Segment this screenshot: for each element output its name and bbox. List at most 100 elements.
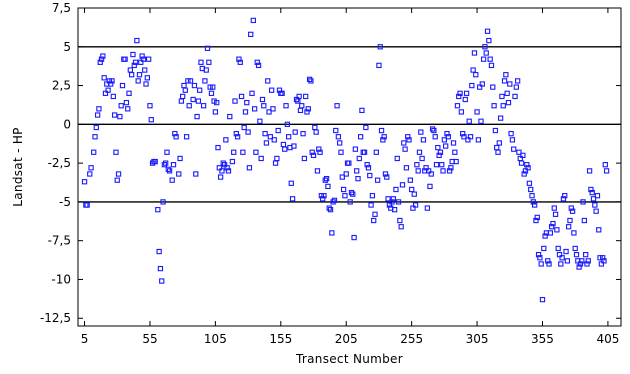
data-point <box>569 208 576 214</box>
data-point <box>398 224 404 230</box>
data-point <box>241 124 247 131</box>
data-point <box>299 103 305 109</box>
y-axis-title: Landsat - HP <box>11 127 25 206</box>
data-point <box>573 251 580 258</box>
data-point <box>242 109 249 115</box>
data-point <box>508 130 514 137</box>
data-point <box>279 90 285 96</box>
data-point <box>300 130 306 137</box>
data-point <box>346 160 352 166</box>
data-point <box>365 165 372 171</box>
data-point <box>342 193 348 199</box>
data-point <box>376 62 382 69</box>
data-point <box>452 149 458 155</box>
data-point <box>233 130 239 137</box>
data-point <box>108 81 114 87</box>
data-point <box>229 158 236 165</box>
data-point <box>160 199 166 205</box>
data-point <box>224 165 230 171</box>
data-point <box>415 168 421 174</box>
data-point <box>164 149 170 155</box>
data-point <box>393 186 399 193</box>
data-point <box>382 171 389 177</box>
data-point <box>470 67 476 73</box>
data-point <box>551 205 557 211</box>
data-point <box>440 168 446 174</box>
data-point <box>246 165 253 171</box>
data-point <box>390 196 396 202</box>
data-point <box>297 107 304 114</box>
data-point <box>166 168 173 174</box>
data-point <box>327 207 334 213</box>
data-point <box>204 45 211 51</box>
data-point <box>381 134 387 140</box>
data-point <box>270 106 276 112</box>
data-point <box>329 230 335 236</box>
data-point <box>183 134 190 140</box>
data-point <box>305 106 311 112</box>
data-point <box>539 296 546 303</box>
data-point <box>391 207 398 213</box>
x-tick-label: 55 <box>142 332 157 346</box>
data-point <box>136 72 143 78</box>
data-point <box>87 171 93 177</box>
data-point <box>367 172 373 179</box>
data-point <box>601 258 607 264</box>
data-point <box>545 258 551 264</box>
data-point <box>268 87 275 93</box>
data-point <box>339 174 345 180</box>
data-point <box>147 103 153 109</box>
x-tick-label: 405 <box>596 332 619 346</box>
data-point <box>555 245 561 252</box>
data-point <box>363 124 369 131</box>
data-point <box>368 202 374 208</box>
data-point <box>219 168 225 174</box>
data-point <box>178 98 185 104</box>
y-tick-label: 2,5 <box>52 79 71 93</box>
data-point <box>432 134 438 140</box>
data-point <box>240 149 246 155</box>
y-tick-label: -12,5 <box>40 311 71 325</box>
data-point <box>456 93 462 100</box>
data-point <box>394 155 400 162</box>
y-tick-label: 0 <box>63 117 71 131</box>
data-point <box>118 103 124 109</box>
data-point <box>478 118 484 124</box>
data-point <box>355 175 361 182</box>
data-point <box>602 162 608 168</box>
data-point <box>576 264 582 270</box>
data-point <box>589 189 595 196</box>
data-point <box>198 59 204 65</box>
data-point <box>187 78 194 84</box>
data-point <box>480 56 487 62</box>
data-point <box>111 112 118 118</box>
data-point <box>560 196 567 202</box>
data-point <box>503 72 509 78</box>
data-point <box>411 191 417 197</box>
data-point <box>512 93 518 100</box>
data-point <box>343 171 349 177</box>
data-point <box>441 137 448 143</box>
data-point <box>200 103 207 109</box>
data-point <box>583 251 589 258</box>
data-point <box>98 56 105 62</box>
data-point <box>479 81 485 87</box>
data-point <box>401 140 407 146</box>
data-point <box>296 93 302 100</box>
data-point <box>463 90 470 96</box>
data-point <box>406 137 412 143</box>
data-point <box>433 162 440 168</box>
data-point <box>250 17 256 24</box>
data-point <box>471 50 478 56</box>
data-point <box>130 51 136 58</box>
data-point <box>427 183 433 190</box>
data-point <box>462 96 468 103</box>
data-point <box>206 59 212 65</box>
data-point <box>584 261 590 267</box>
data-point <box>558 261 564 267</box>
data-point <box>405 134 411 140</box>
data-point <box>450 140 457 146</box>
data-point <box>395 199 402 205</box>
data-point <box>101 75 107 81</box>
data-point <box>249 90 255 96</box>
